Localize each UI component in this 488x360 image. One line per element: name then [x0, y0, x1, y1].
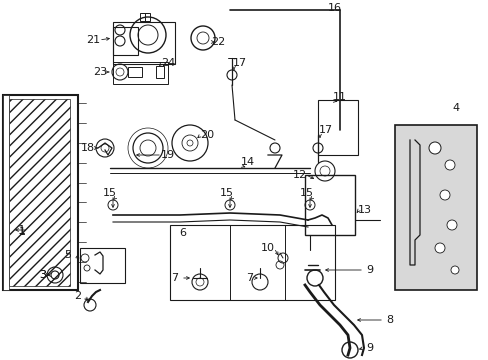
Circle shape — [434, 243, 444, 253]
Text: 17: 17 — [232, 58, 246, 68]
Bar — [113, 27, 138, 55]
Bar — [80, 248, 125, 283]
Text: 3: 3 — [40, 270, 46, 280]
Circle shape — [444, 160, 454, 170]
Bar — [9, 99, 70, 286]
Text: 6: 6 — [179, 228, 186, 238]
Circle shape — [428, 142, 440, 154]
Bar — [3, 95, 9, 290]
Text: 20: 20 — [200, 130, 214, 140]
Text: 2: 2 — [74, 291, 81, 301]
Bar — [3, 95, 78, 290]
Text: 1: 1 — [18, 224, 26, 237]
Text: 24: 24 — [161, 58, 175, 68]
Text: 7: 7 — [171, 273, 178, 283]
Bar — [305, 175, 354, 235]
Bar — [394, 125, 476, 290]
Bar — [113, 62, 168, 84]
Text: 7: 7 — [246, 273, 253, 283]
Circle shape — [450, 266, 458, 274]
Circle shape — [439, 190, 449, 200]
Text: 15: 15 — [299, 188, 313, 198]
Text: 12: 12 — [292, 170, 306, 180]
Bar — [170, 225, 334, 300]
Text: 18: 18 — [81, 143, 95, 153]
Text: 9: 9 — [366, 343, 373, 353]
Bar — [113, 22, 175, 64]
Text: 22: 22 — [210, 37, 224, 47]
Text: 15: 15 — [103, 188, 117, 198]
Text: 3: 3 — [40, 270, 46, 280]
Text: 9: 9 — [366, 265, 373, 275]
Text: 1: 1 — [19, 227, 25, 237]
Text: 16: 16 — [327, 3, 341, 13]
Bar — [156, 66, 163, 78]
Text: 15: 15 — [220, 188, 234, 198]
Text: 13: 13 — [357, 205, 371, 215]
Bar — [128, 67, 142, 77]
Text: 21: 21 — [86, 35, 100, 45]
Text: 17: 17 — [318, 125, 332, 135]
Text: 5: 5 — [64, 250, 71, 260]
Text: 4: 4 — [451, 103, 459, 113]
Circle shape — [446, 220, 456, 230]
Text: 11: 11 — [332, 92, 346, 102]
Text: 19: 19 — [161, 150, 175, 160]
Text: 8: 8 — [386, 315, 393, 325]
Text: 14: 14 — [241, 157, 255, 167]
Text: 23: 23 — [93, 67, 107, 77]
Text: 10: 10 — [261, 243, 274, 253]
Bar — [140, 13, 150, 21]
Bar — [317, 100, 357, 155]
